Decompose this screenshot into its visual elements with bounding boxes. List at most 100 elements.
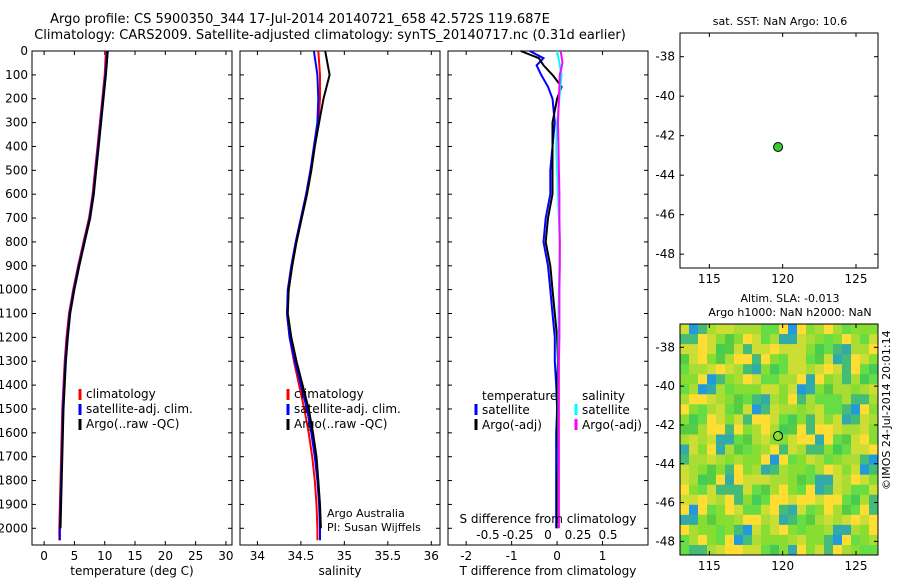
heatmap-cell xyxy=(869,424,879,435)
heatmap-cell xyxy=(761,394,771,405)
heatmap-cell xyxy=(698,394,708,405)
heatmap-cell xyxy=(707,494,717,506)
heatmap-cell xyxy=(680,334,690,345)
heatmap-cell xyxy=(842,444,852,456)
heatmap-cell xyxy=(761,444,771,456)
heatmap-cell xyxy=(797,444,807,456)
heatmap-cell xyxy=(698,334,708,345)
series-line xyxy=(59,50,109,529)
panel-frame xyxy=(447,50,649,546)
heatmap-cell xyxy=(725,344,735,355)
heatmap-cell xyxy=(770,364,780,375)
heatmap-cell xyxy=(833,434,843,446)
heatmap-cell xyxy=(752,484,762,496)
heatmap-cell xyxy=(716,474,726,486)
heatmap-cell xyxy=(734,444,744,456)
heatmap-cell xyxy=(734,344,744,355)
heatmap-cell xyxy=(716,524,726,536)
heatmap-cell xyxy=(860,534,870,546)
heatmap-cell xyxy=(842,384,852,395)
heatmap-cell xyxy=(761,424,771,435)
heatmap-cell xyxy=(869,524,879,536)
heatmap-cell xyxy=(752,524,762,536)
heatmap-cell xyxy=(707,504,717,516)
legend-label: Argo(-adj) xyxy=(482,418,542,432)
heatmap-cell xyxy=(716,434,726,446)
heatmap-cell xyxy=(743,374,753,385)
heatmap-cell xyxy=(761,334,771,345)
heatmap-cell xyxy=(815,374,825,385)
heatmap-cell xyxy=(806,454,816,466)
heatmap-cell xyxy=(869,444,879,456)
heatmap-cell xyxy=(770,504,780,516)
heatmap-cell xyxy=(716,454,726,466)
x-tick-label: 120 xyxy=(771,559,794,573)
heatmap-cell xyxy=(779,394,789,405)
heatmap-cell xyxy=(851,414,861,425)
heatmap-cell xyxy=(779,384,789,395)
heatmap-cell xyxy=(779,364,789,375)
heatmap-cell xyxy=(680,544,690,556)
heatmap-cell xyxy=(815,494,825,506)
heatmap-cell xyxy=(689,504,699,516)
heatmap-cell xyxy=(842,514,852,526)
legend-label: Argo(..raw -QC) xyxy=(86,417,179,431)
heatmap-cell xyxy=(815,344,825,355)
heatmap-cell xyxy=(815,324,825,335)
heatmap-cell xyxy=(698,374,708,385)
heatmap-cell xyxy=(797,464,807,476)
heatmap-cell xyxy=(689,484,699,496)
heatmap-cell xyxy=(842,404,852,415)
x-tick-label: 120 xyxy=(771,272,794,286)
heatmap-cell xyxy=(689,354,699,365)
heatmap-cell xyxy=(707,394,717,405)
heatmap-cell xyxy=(743,334,753,345)
heatmap-cell xyxy=(860,434,870,446)
heatmap-cell xyxy=(815,354,825,365)
heatmap-cell xyxy=(707,484,717,496)
heatmap-cell xyxy=(815,534,825,546)
legend-group-title: salinity xyxy=(582,389,625,403)
legend-label: satellite-adj. clim. xyxy=(294,402,401,416)
heatmap-cell xyxy=(842,524,852,536)
heatmap-cell xyxy=(725,544,735,556)
heatmap-cell xyxy=(788,334,798,345)
heatmap-cell xyxy=(869,414,879,425)
y-tick-label: 1400 xyxy=(0,378,28,392)
heatmap-cell xyxy=(743,384,753,395)
heatmap-cell xyxy=(779,484,789,496)
heatmap-cell xyxy=(833,504,843,516)
heatmap-cell xyxy=(752,324,762,335)
heatmap-cell xyxy=(680,464,690,476)
heatmap-cell xyxy=(869,454,879,466)
heatmap-cell xyxy=(788,464,798,476)
heatmap-cell xyxy=(734,404,744,415)
heatmap-cell xyxy=(779,424,789,435)
heatmap-cell xyxy=(698,404,708,415)
heatmap-cell xyxy=(824,324,834,335)
heatmap-cell xyxy=(716,334,726,345)
heatmap-cell xyxy=(788,534,798,546)
heatmap-cell xyxy=(824,524,834,536)
heatmap-cell xyxy=(689,414,699,425)
heatmap-cell xyxy=(788,474,798,486)
x-tick-label-top: -0.5 xyxy=(476,528,499,542)
heatmap-cell xyxy=(806,334,816,345)
heatmap-cell xyxy=(707,324,717,335)
y-tick-label: -48 xyxy=(655,534,675,548)
heatmap-cell xyxy=(743,454,753,466)
heatmap-cell xyxy=(797,344,807,355)
heatmap-cell xyxy=(869,354,879,365)
heatmap-cell xyxy=(725,394,735,405)
heatmap-cell xyxy=(761,414,771,425)
heatmap-cell xyxy=(734,334,744,345)
heatmap-cell xyxy=(842,334,852,345)
heatmap-cell xyxy=(797,514,807,526)
heatmap-cell xyxy=(860,524,870,536)
heatmap-cell xyxy=(770,444,780,456)
heatmap-cell xyxy=(716,504,726,516)
heatmap-cell xyxy=(797,434,807,446)
heatmap-cell xyxy=(770,544,780,556)
heatmap-cell xyxy=(716,484,726,496)
y-tick-label: 1000 xyxy=(0,283,28,297)
